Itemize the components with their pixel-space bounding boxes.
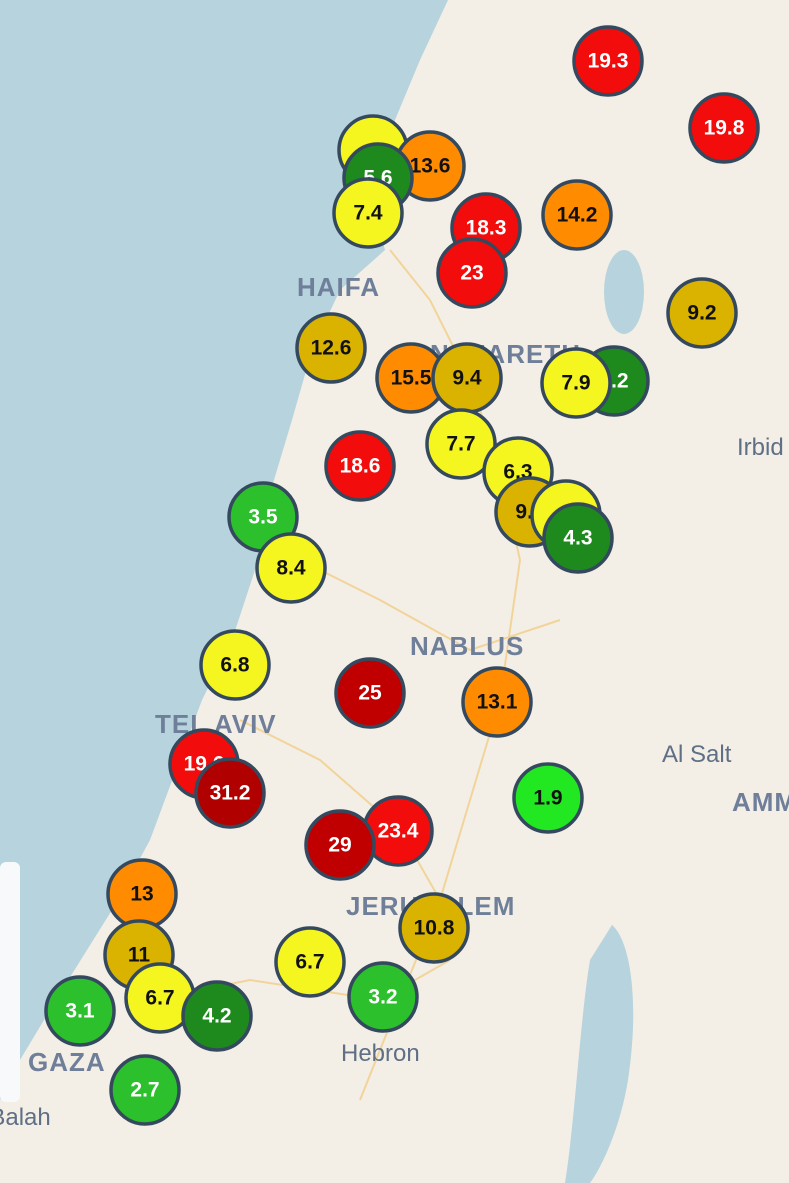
marker-circle — [347, 961, 419, 1033]
marker-value: 13 — [130, 883, 153, 906]
station-marker: 6.7 — [124, 962, 196, 1034]
marker-circle — [572, 25, 644, 97]
marker-value: 6.7 — [295, 951, 324, 974]
marker-value: 13.6 — [410, 155, 451, 178]
marker-value: 7.7 — [446, 433, 475, 456]
station-marker: 29 — [304, 809, 376, 881]
marker-value: 4.3 — [563, 527, 592, 550]
marker-value: 19.8 — [704, 117, 745, 140]
marker-value: 6.8 — [220, 654, 250, 677]
marker-circle — [324, 430, 396, 502]
marker-value: 11 — [128, 944, 151, 967]
marker-circle — [542, 502, 614, 574]
marker-circle — [304, 809, 376, 881]
marker-value: 3.5 — [248, 506, 278, 529]
station-marker: 7.9 — [540, 347, 612, 419]
station-marker: 10.8 — [398, 892, 470, 964]
station-marker: 7.4 — [332, 177, 404, 249]
marker-value: 4.2 — [202, 1005, 231, 1028]
station-marker: 3.1 — [44, 975, 116, 1047]
station-marker: 14.2 — [541, 179, 613, 251]
station-marker: 7.7 — [425, 408, 497, 480]
marker-circle — [332, 177, 404, 249]
place-label: Deir el-Balah — [0, 1104, 51, 1131]
place-label: Al Salt — [662, 741, 732, 768]
station-marker: 31.2 — [194, 757, 266, 829]
marker-circle — [512, 762, 584, 834]
marker-value: 2.7 — [130, 1079, 159, 1102]
station-marker: 19.8 — [688, 92, 760, 164]
marker-circle — [666, 277, 738, 349]
station-marker: 23.4 — [362, 795, 434, 867]
marker-value: 6.7 — [145, 987, 174, 1010]
station-marker: 4.2 — [181, 980, 253, 1052]
station-marker: 1.9 — [512, 762, 584, 834]
marker-value: 18.6 — [340, 455, 381, 478]
marker-value: 31.2 — [210, 782, 251, 805]
station-marker: 6.7 — [274, 926, 346, 998]
station-marker: 13.1 — [461, 666, 533, 738]
marker-circle — [109, 1054, 181, 1126]
marker-value: 12.6 — [311, 337, 352, 360]
marker-value: 13.1 — [477, 691, 518, 714]
marker-value: 9.2 — [687, 302, 716, 325]
marker-circle — [425, 408, 497, 480]
marker-value: 10.8 — [414, 917, 455, 940]
station-marker: 13 — [106, 858, 178, 930]
marker-value: 15.5 — [391, 367, 432, 390]
station-marker: 23 — [436, 237, 508, 309]
marker-circle — [255, 532, 327, 604]
marker-value: 14.2 — [557, 204, 598, 227]
station-marker: 19.3 — [572, 25, 644, 97]
lake — [604, 250, 644, 334]
station-marker: 3.2 — [347, 961, 419, 1033]
station-marker: 2.7 — [109, 1054, 181, 1126]
sea — [0, 0, 448, 1100]
marker-value: 7.4 — [353, 202, 383, 225]
place-label: HAIFA — [297, 272, 380, 302]
marker-value: 3.2 — [368, 986, 397, 1009]
marker-value: 25 — [358, 682, 382, 705]
marker-circle — [199, 629, 271, 701]
marker-value: 18.3 — [466, 217, 507, 240]
station-marker: 8.4 — [255, 532, 327, 604]
marker-value: 9.4 — [452, 367, 482, 390]
station-marker: 9.4 — [431, 342, 503, 414]
station-marker: 18.6 — [324, 430, 396, 502]
marker-circle — [334, 657, 406, 729]
marker-value: 23.4 — [378, 820, 419, 843]
station-marker: 6.8 — [199, 629, 271, 701]
place-label: Hebron — [341, 1040, 420, 1067]
place-label: AMMAN — [732, 787, 789, 817]
marker-value: 19.3 — [588, 50, 629, 73]
marker-circle — [44, 975, 116, 1047]
marker-circle — [541, 179, 613, 251]
marker-value: 7.9 — [561, 372, 590, 395]
marker-circle — [436, 237, 508, 309]
dead-sea — [565, 925, 634, 1183]
marker-circle — [398, 892, 470, 964]
station-marker: 4.3 — [542, 502, 614, 574]
station-marker: 25 — [334, 657, 406, 729]
station-marker: 15.5 — [375, 342, 447, 414]
station-marker: 9.2 — [666, 277, 738, 349]
marker-circle — [540, 347, 612, 419]
station-marker: 12.6 — [295, 312, 367, 384]
place-label: GAZA — [28, 1047, 106, 1077]
marker-value: 8.4 — [276, 557, 306, 580]
marker-circle — [274, 926, 346, 998]
marker-value: 29 — [328, 834, 351, 857]
marker-circle — [688, 92, 760, 164]
marker-circle — [194, 757, 266, 829]
marker-circle — [461, 666, 533, 738]
marker-value: 1.9 — [533, 787, 562, 810]
marker-value: 23 — [460, 262, 483, 285]
marker-value: 3.1 — [65, 1000, 95, 1023]
side-panel — [0, 862, 20, 1102]
marker-circle — [295, 312, 367, 384]
place-label: Irbid — [737, 434, 784, 461]
marker-circle — [181, 980, 253, 1052]
place-label: NABLUS — [410, 631, 524, 661]
